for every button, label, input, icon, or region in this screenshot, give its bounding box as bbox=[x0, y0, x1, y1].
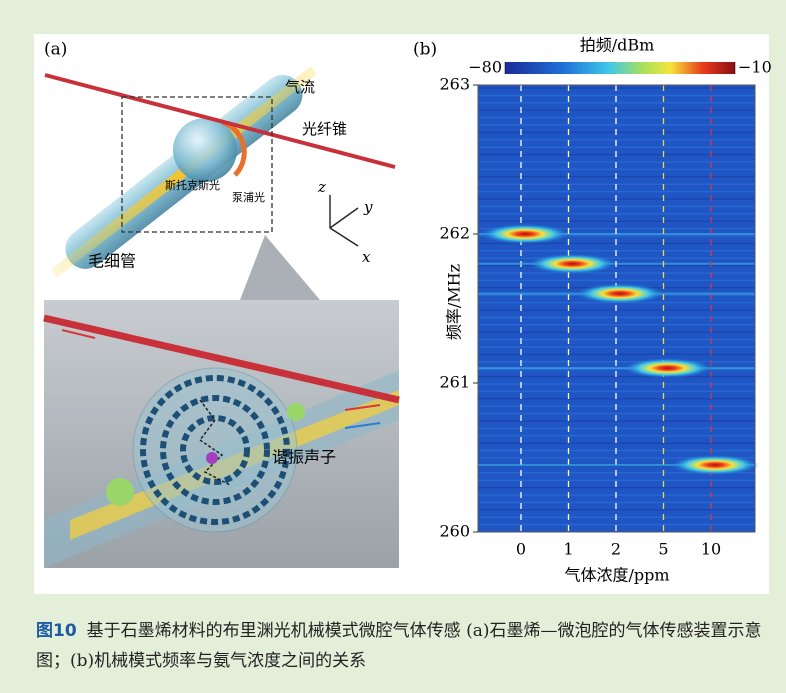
label-pump: 泵浦光 bbox=[232, 190, 265, 204]
colorbar-tick-label: −10 bbox=[738, 58, 772, 77]
peak bbox=[624, 358, 712, 378]
x-tick-label: 5 bbox=[658, 540, 668, 559]
x-tick-label: 10 bbox=[701, 540, 721, 559]
panel-label: (a) bbox=[44, 40, 67, 60]
molecule bbox=[206, 452, 218, 464]
y-axis-label: 频率/MHz bbox=[445, 264, 464, 340]
peak bbox=[671, 455, 759, 475]
y-tick-label: 260 bbox=[439, 522, 470, 541]
colorbar bbox=[505, 62, 735, 74]
figure: (a) 气流 光纤锥 斯托克斯光 泵浦光 毛细管 z y x 谐振声子 (b) … bbox=[0, 0, 786, 600]
peak bbox=[529, 254, 617, 274]
axis-z: z bbox=[317, 178, 326, 196]
caption-label: 图10 bbox=[36, 621, 77, 641]
label-capillary: 毛细管 bbox=[88, 252, 136, 271]
panel-label: (b) bbox=[413, 40, 437, 60]
y-tick-label: 262 bbox=[439, 224, 470, 243]
x-tick-label: 0 bbox=[516, 540, 526, 559]
axis-x: x bbox=[362, 248, 371, 266]
peak bbox=[481, 224, 569, 244]
molecule bbox=[106, 478, 134, 506]
label-phonon: 谐振声子 bbox=[272, 448, 336, 467]
label-stokes: 斯托克斯光 bbox=[165, 178, 220, 192]
label-fiber: 光纤锥 bbox=[302, 120, 347, 138]
y-tick-label: 261 bbox=[439, 373, 470, 392]
peak bbox=[576, 284, 664, 304]
colorbar-tick-label: −80 bbox=[468, 58, 502, 77]
x-axis-label: 气体浓度/ppm bbox=[564, 566, 669, 585]
caption-text: 基于石墨烯材料的布里渊光机械模式微腔气体传感 (a)石墨烯—微泡腔的气体传感装置… bbox=[36, 621, 761, 671]
axis-y: y bbox=[363, 198, 373, 216]
label-airflow: 气流 bbox=[285, 78, 315, 96]
page: (a) 气流 光纤锥 斯托克斯光 泵浦光 毛细管 z y x 谐振声子 (b) … bbox=[0, 0, 786, 693]
microbubble bbox=[173, 118, 237, 182]
molecule bbox=[287, 403, 305, 421]
x-tick-label: 1 bbox=[563, 540, 573, 559]
y-tick-label: 263 bbox=[439, 75, 470, 94]
x-tick-label: 2 bbox=[611, 540, 621, 559]
colorbar-title: 拍频/dBm bbox=[580, 36, 655, 55]
